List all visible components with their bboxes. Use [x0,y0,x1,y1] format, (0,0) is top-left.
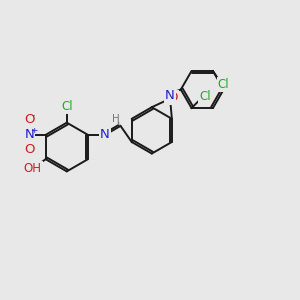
Text: -: - [32,111,35,120]
Text: O: O [24,143,34,156]
Text: Cl: Cl [61,100,73,113]
Text: +: + [30,126,38,135]
Text: Cl: Cl [199,90,211,103]
Text: O: O [167,91,178,104]
Text: N: N [100,128,110,141]
Text: N: N [24,128,34,141]
Text: O: O [24,113,34,127]
Text: Cl: Cl [218,78,229,91]
Text: H: H [112,114,120,124]
Text: N: N [165,89,175,102]
Text: OH: OH [24,162,42,175]
